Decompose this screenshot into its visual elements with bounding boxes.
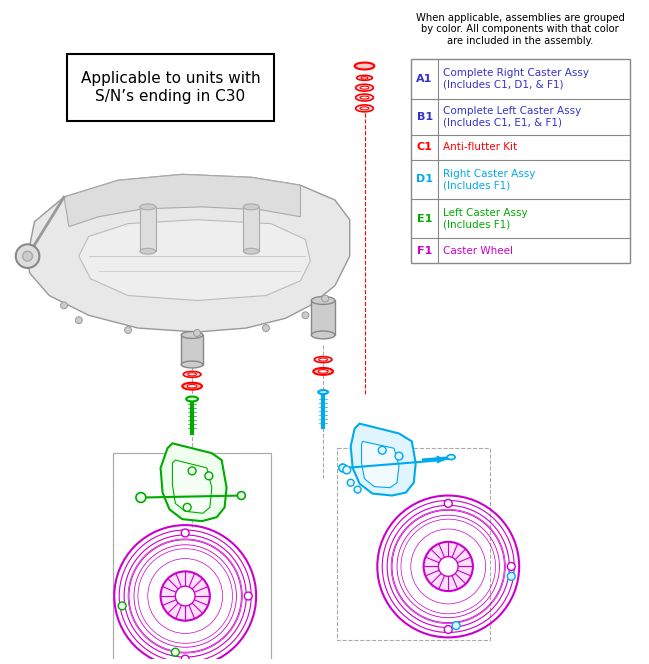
Circle shape [343,466,350,474]
Text: When applicable, assemblies are grouped
by color. All components with that color: When applicable, assemblies are grouped … [416,13,624,46]
Ellipse shape [188,373,197,376]
Ellipse shape [182,382,202,390]
Text: Anti-flutter Kit: Anti-flutter Kit [443,142,517,152]
Ellipse shape [181,331,203,339]
Circle shape [395,452,403,460]
Ellipse shape [360,107,369,110]
Circle shape [354,486,361,493]
Circle shape [445,625,452,633]
Circle shape [160,572,210,621]
Ellipse shape [354,62,374,70]
Ellipse shape [243,248,259,254]
Circle shape [378,446,386,454]
Circle shape [181,529,189,537]
Ellipse shape [313,368,333,375]
Bar [114,453,271,660]
Ellipse shape [140,204,156,210]
Text: F1: F1 [417,246,432,256]
Ellipse shape [312,297,335,304]
Ellipse shape [187,384,197,388]
Circle shape [183,503,191,511]
Ellipse shape [243,204,259,210]
Circle shape [181,655,189,663]
Bar [337,448,489,640]
Circle shape [302,312,309,319]
Circle shape [125,327,132,333]
Circle shape [175,586,195,606]
Ellipse shape [312,331,335,339]
Text: Complete Left Caster Assy
(Includes C1, E1, & F1): Complete Left Caster Assy (Includes C1, … [443,106,582,127]
Circle shape [445,499,452,507]
Text: Applicable to units with
S/N’s ending in C30: Applicable to units with S/N’s ending in… [80,72,260,104]
Ellipse shape [361,76,368,79]
Circle shape [452,622,460,629]
Circle shape [244,592,252,600]
Circle shape [75,317,82,323]
Bar [411,59,630,263]
Ellipse shape [356,94,373,101]
Text: C1: C1 [417,142,432,152]
Bar [140,207,156,251]
Polygon shape [350,424,416,495]
Circle shape [171,648,179,656]
Circle shape [205,472,213,480]
Text: E1: E1 [417,214,432,224]
Ellipse shape [360,96,369,99]
Ellipse shape [319,358,328,361]
Circle shape [238,491,245,499]
Bar [181,335,203,365]
Circle shape [424,542,473,591]
Text: B1: B1 [417,112,433,122]
Ellipse shape [318,370,328,373]
Polygon shape [28,175,350,332]
Polygon shape [79,220,310,301]
Ellipse shape [356,105,373,112]
Ellipse shape [314,357,332,363]
Ellipse shape [447,455,455,459]
Ellipse shape [181,361,203,368]
Circle shape [438,556,458,576]
Circle shape [188,467,196,475]
Bar [114,453,271,660]
Circle shape [508,572,515,580]
Bar [243,207,259,251]
Ellipse shape [360,86,369,89]
Polygon shape [64,175,300,226]
Circle shape [23,251,32,261]
Text: D1: D1 [416,175,433,185]
Circle shape [508,562,515,570]
Circle shape [193,329,201,337]
Circle shape [339,464,347,472]
Circle shape [263,325,269,331]
Ellipse shape [186,396,198,402]
Circle shape [322,295,328,302]
Ellipse shape [183,371,201,377]
Text: Left Caster Assy
(Includes F1): Left Caster Assy (Includes F1) [443,208,528,230]
Text: Caster Wheel: Caster Wheel [443,246,513,256]
Circle shape [136,493,146,503]
Ellipse shape [356,76,373,80]
Bar [312,301,335,335]
Polygon shape [160,444,227,521]
Circle shape [60,302,67,309]
Circle shape [16,244,40,268]
Circle shape [118,602,126,610]
Circle shape [347,479,354,486]
Ellipse shape [356,84,373,91]
Text: Right Caster Assy
(Includes F1): Right Caster Assy (Includes F1) [443,169,535,190]
Text: A1: A1 [417,74,433,84]
Polygon shape [361,442,399,487]
Ellipse shape [318,390,328,394]
Text: Complete Right Caster Assy
(Includes C1, D1, & F1): Complete Right Caster Assy (Includes C1,… [443,68,589,90]
Bar [67,54,274,122]
Polygon shape [173,460,212,513]
Ellipse shape [140,248,156,254]
